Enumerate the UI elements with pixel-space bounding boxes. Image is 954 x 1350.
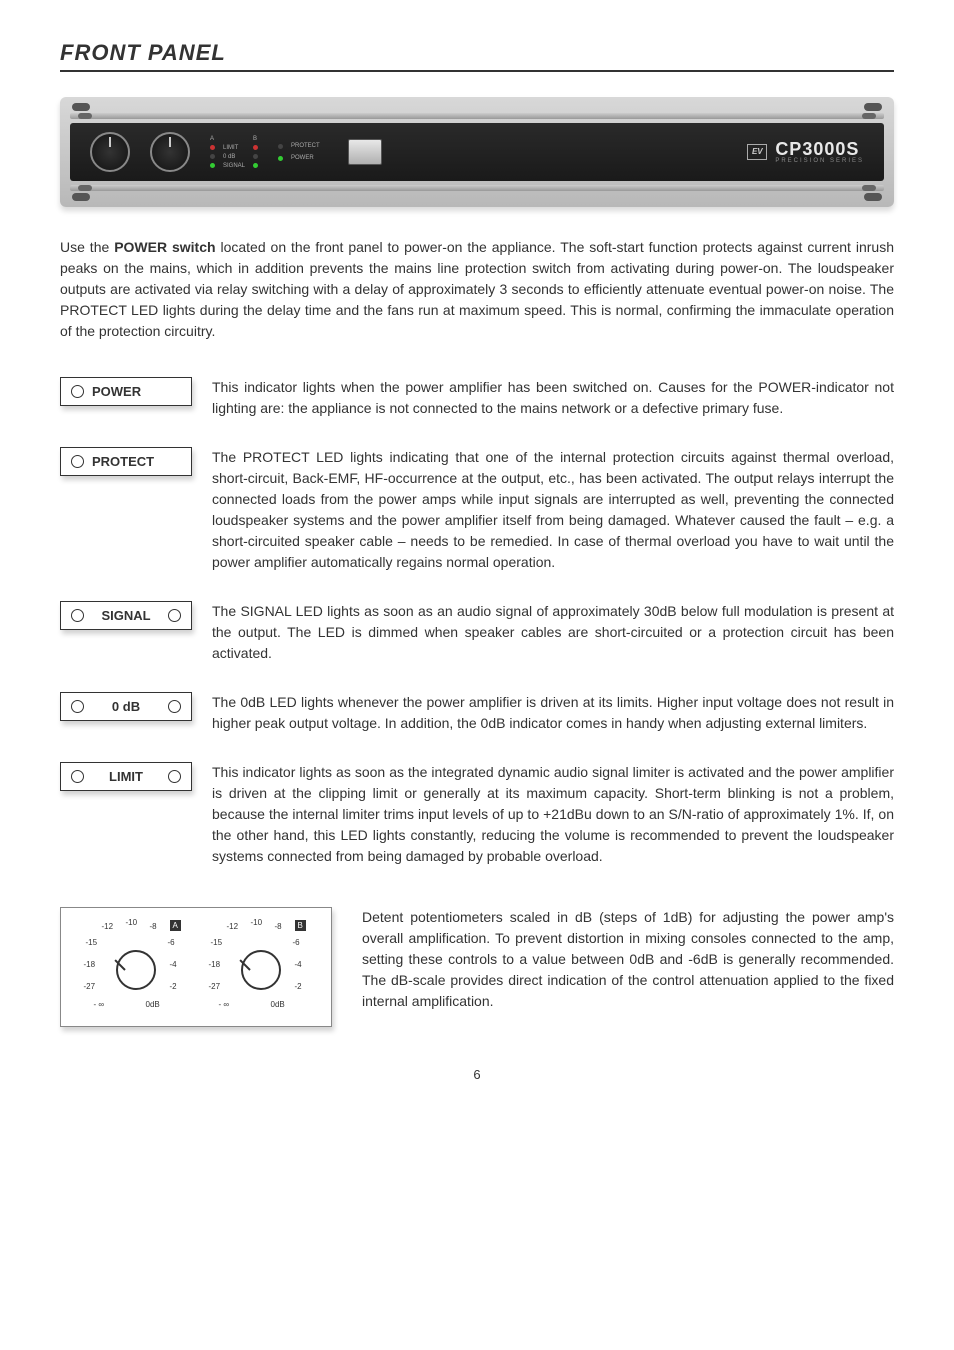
- badge-protect: PROTECT: [60, 447, 192, 476]
- signal-led-b: [253, 163, 258, 168]
- model-subtitle: PRECISION SERIES: [775, 158, 864, 164]
- channel-b-badge: B: [295, 920, 306, 931]
- desc-power: This indicator lights when the power amp…: [212, 377, 894, 419]
- led-grid: A B LIMIT 0 dB SIGNAL: [210, 136, 258, 169]
- ev-logo: EV: [747, 144, 767, 160]
- power-switch-bold: POWER switch: [114, 239, 215, 255]
- potentiometer-figure: -12 -10 -8 -15 -6 -18 -4 -27 -2 - ∞ 0dB …: [60, 907, 332, 1027]
- col-a-label: A: [210, 136, 215, 142]
- pot-b: -12 -10 -8 -15 -6 -18 -4 -27 -2 - ∞ 0dB …: [209, 922, 309, 1012]
- zdb-led-a: [210, 154, 215, 159]
- logo-block: EV CP3000S PRECISION SERIES: [747, 140, 864, 164]
- power-led: [278, 156, 283, 161]
- potentiometer-section: -12 -10 -8 -15 -6 -18 -4 -27 -2 - ∞ 0dB …: [60, 907, 894, 1027]
- desc-protect: The PROTECT LED lights indicating that o…: [212, 447, 894, 573]
- zdb-label: 0 dB: [223, 154, 245, 160]
- badge-power: POWER: [60, 377, 192, 406]
- led-icon: [71, 385, 84, 398]
- feature-protect: PROTECT The PROTECT LED lights indicatin…: [60, 447, 894, 573]
- signal-label: SIGNAL: [223, 163, 245, 169]
- led-icon: [168, 609, 181, 622]
- channel-b-knob: [150, 132, 190, 172]
- channel-a-badge: A: [170, 920, 181, 931]
- badge-limit-label: LIMIT: [109, 769, 143, 784]
- feature-0db: 0 dB The 0dB LED lights whenever the pow…: [60, 692, 894, 734]
- desc-limit: This indicator lights as soon as the int…: [212, 762, 894, 867]
- desc-signal: The SIGNAL LED lights as soon as an audi…: [212, 601, 894, 664]
- intro-paragraph: Use the POWER switch located on the fron…: [60, 237, 894, 342]
- led-icon: [168, 700, 181, 713]
- badge-signal-label: SIGNAL: [101, 608, 150, 623]
- power-label: POWER: [291, 155, 320, 161]
- signal-led-a: [210, 163, 215, 168]
- amp-front-panel-figure: A B LIMIT 0 dB SIGNAL PROTECT POWER EV CP…: [60, 97, 894, 207]
- badge-0db: 0 dB: [60, 692, 192, 721]
- page-title: FRONT PANEL: [60, 40, 894, 72]
- limit-label: LIMIT: [223, 145, 245, 151]
- feature-power: POWER This indicator lights when the pow…: [60, 377, 894, 419]
- model-name: CP3000S: [775, 140, 864, 158]
- desc-0db: The 0dB LED lights whenever the power am…: [212, 692, 894, 734]
- feature-limit: LIMIT This indicator lights as soon as t…: [60, 762, 894, 867]
- badge-protect-label: PROTECT: [92, 454, 154, 469]
- pot-a: -12 -10 -8 -15 -6 -18 -4 -27 -2 - ∞ 0dB …: [84, 922, 184, 1012]
- knob-block: [90, 132, 190, 172]
- page-number: 6: [60, 1067, 894, 1082]
- desc-potentiometer: Detent potentiometers scaled in dB (step…: [362, 907, 894, 1027]
- led-icon: [168, 770, 181, 783]
- badge-0db-label: 0 dB: [112, 699, 140, 714]
- led-icon: [71, 609, 84, 622]
- power-switch: [348, 139, 382, 165]
- protect-label: PROTECT: [291, 143, 320, 149]
- led-icon: [71, 700, 84, 713]
- pot-a-knob: [116, 950, 156, 990]
- limit-led-a: [210, 145, 215, 150]
- protect-led: [278, 144, 283, 149]
- badge-limit: LIMIT: [60, 762, 192, 791]
- feature-signal: SIGNAL The SIGNAL LED lights as soon as …: [60, 601, 894, 664]
- badge-signal: SIGNAL: [60, 601, 192, 630]
- led-icon: [71, 770, 84, 783]
- limit-led-b: [253, 145, 258, 150]
- pot-b-knob: [241, 950, 281, 990]
- col-b-label: B: [253, 136, 258, 142]
- channel-a-knob: [90, 132, 130, 172]
- badge-power-label: POWER: [92, 384, 141, 399]
- status-grid: PROTECT POWER: [278, 143, 328, 161]
- zdb-led-b: [253, 154, 258, 159]
- led-icon: [71, 455, 84, 468]
